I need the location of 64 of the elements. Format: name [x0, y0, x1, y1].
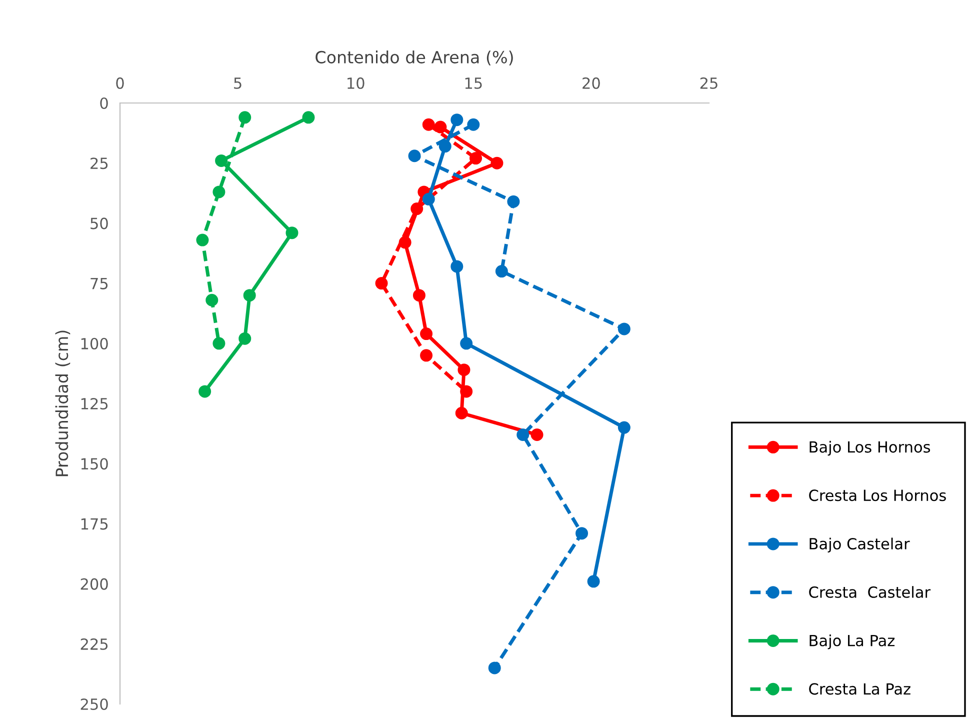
point [460, 337, 473, 350]
legend-label: Cresta Los Hornos [809, 490, 946, 502]
point [507, 195, 520, 208]
point [467, 118, 480, 131]
point [450, 260, 464, 273]
x-tick-label: 5 [234, 78, 242, 89]
point [196, 234, 209, 246]
point [198, 385, 212, 398]
y-tick-label: 250 [80, 698, 108, 710]
point [286, 226, 298, 240]
x-tick-label: 20 [582, 77, 600, 89]
point [460, 385, 473, 398]
point [410, 202, 424, 216]
y-tick-label: 25 [90, 158, 108, 170]
y-tick-label: 0 [100, 97, 108, 110]
point [618, 322, 630, 336]
y-tick-label: 50 [90, 218, 108, 230]
x-axis-title: Contenido de Arena (%) [316, 50, 513, 66]
x-tick-label: 15 [465, 78, 482, 89]
legend-label: Bajo La Paz [810, 634, 895, 650]
point [206, 294, 218, 306]
point [422, 192, 435, 206]
point [434, 120, 447, 134]
point [495, 265, 508, 278]
y-tick-label: 100 [81, 338, 108, 350]
point [238, 332, 252, 345]
y-tick-label: 225 [80, 638, 108, 650]
point [212, 186, 226, 198]
point [587, 575, 600, 588]
x-tick-label: 0 [116, 77, 124, 89]
point [302, 111, 315, 124]
point [238, 111, 252, 124]
y-axis-title: Produndidad (cm) [55, 330, 70, 476]
point [490, 156, 504, 170]
point [420, 328, 433, 340]
y-tick-label: 200 [80, 578, 108, 590]
point [215, 154, 228, 167]
point [455, 406, 468, 420]
x-tick-label: 25 [700, 77, 718, 89]
point [422, 118, 435, 131]
y-tick-label: 125 [81, 398, 108, 410]
legend-label: Bajo Castelar [810, 538, 910, 552]
point [516, 428, 530, 441]
point [212, 337, 226, 350]
point [488, 662, 501, 674]
point [458, 364, 470, 376]
x-tick-label: 10 [348, 77, 364, 89]
y-tick-label: 75 [90, 278, 108, 290]
point [576, 527, 588, 540]
legend-label: Cresta La Paz [809, 683, 910, 695]
point [618, 421, 630, 434]
legend-label: Bajo Los Hornos [810, 440, 930, 456]
point [438, 140, 452, 153]
point [408, 150, 421, 162]
point [530, 428, 544, 441]
y-tick-label: 150 [81, 458, 108, 470]
point [243, 289, 256, 302]
point [375, 277, 388, 290]
point [412, 289, 426, 302]
point [450, 114, 464, 126]
point [470, 152, 482, 165]
point [420, 349, 433, 362]
y-tick-label: 175 [81, 518, 108, 530]
legend-label: Cresta Castelar [809, 586, 931, 598]
